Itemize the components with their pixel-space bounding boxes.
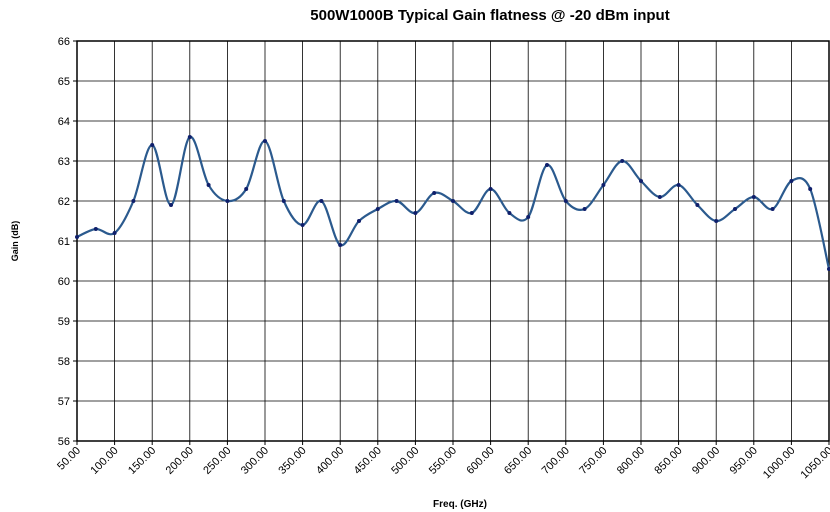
x-tick-label: 650.00 [502,445,534,477]
x-tick-label: 450.00 [352,445,384,477]
data-point [545,163,549,167]
y-tick-label: 59 [58,316,70,328]
y-tick-label: 62 [58,196,70,208]
y-tick-label: 58 [58,356,70,368]
data-point [432,191,437,195]
data-point [451,199,455,203]
x-tick-label: 300.00 [239,445,271,477]
x-tick-label: 850.00 [652,445,684,477]
data-point [751,195,756,199]
data-point [357,219,361,223]
x-tick-label: 200.00 [164,445,196,477]
data-point [150,143,155,147]
y-tick-label: 57 [58,396,70,408]
data-point [582,207,587,211]
data-point [300,223,305,227]
data-point [676,183,681,187]
data-point [244,187,249,191]
data-point [225,199,230,203]
plot-frame [76,40,830,442]
y-tick-label: 61 [58,236,70,248]
y-tick-label: 65 [58,76,70,88]
data-point [507,211,512,215]
x-tick-label: 900.00 [690,445,722,477]
x-tick-label: 600.00 [464,445,496,477]
data-point [808,187,813,191]
x-tick-label: 550.00 [427,445,459,477]
data-point [75,235,79,239]
data-point [375,207,380,211]
data-point [263,139,267,143]
x-tick-label: 800.00 [615,445,647,477]
data-point [526,215,531,219]
data-point [770,207,775,211]
data-point [319,199,324,203]
data-point [733,207,737,211]
data-point [112,231,117,235]
y-tick-label: 66 [58,36,70,48]
data-point [488,187,493,191]
data-point [169,203,173,207]
data-point [187,135,192,139]
x-tick-label: 400.00 [314,445,346,477]
data-point [413,211,418,215]
data-point [206,183,211,187]
y-axis-label: Gain (dB) [10,221,20,262]
x-tick-label: 100.00 [88,445,120,477]
data-point [338,243,343,247]
x-tick-label: 1050.00 [799,445,830,482]
x-tick-label: 150.00 [126,445,158,477]
data-point [469,211,474,215]
x-tick-label: 1000.00 [761,445,798,482]
y-tick-label: 56 [58,436,70,448]
data-point [714,219,719,223]
x-tick-label: 950.00 [728,445,760,477]
data-point [563,199,568,203]
y-tick-label: 64 [58,116,70,128]
data-point [620,159,625,163]
data-point [789,179,794,183]
y-tick-label: 60 [58,276,70,288]
data-point [657,195,662,199]
data-point [827,267,830,271]
data-point [281,199,286,203]
data-point [93,227,98,231]
x-tick-label: 500.00 [389,445,421,477]
data-point [639,179,643,183]
data-point [394,199,399,203]
x-axis-label: Freq. (GHz) [433,499,487,510]
data-point [695,203,700,207]
x-tick-label: 50.00 [55,445,83,473]
x-tick-label: 250.00 [201,445,233,477]
data-point [601,183,606,187]
x-tick-label: 750.00 [577,445,609,477]
data-point [131,199,136,203]
x-tick-label: 350.00 [276,445,308,477]
chart-title: 500W1000B Typical Gain flatness @ -20 dB… [310,7,669,24]
y-tick-label: 63 [58,156,70,168]
x-tick-label: 700.00 [540,445,572,477]
